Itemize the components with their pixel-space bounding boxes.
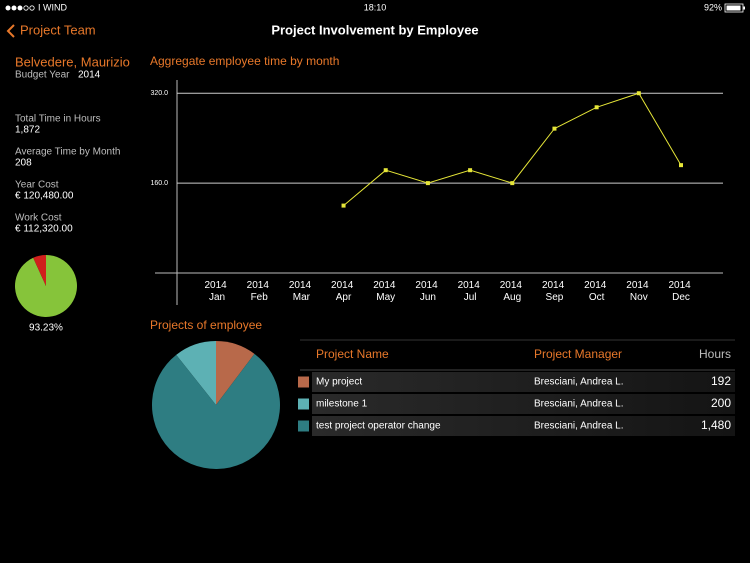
point [636, 91, 641, 96]
column-header: Hours [699, 347, 731, 361]
project-manager: Bresciani, Andrea L. [534, 377, 624, 388]
y-tick-label: 320.0 [150, 90, 168, 97]
x-tick-label: 2014 Oct [584, 280, 609, 303]
pie-slice [176, 341, 216, 405]
stat-value: € 112,320.00 [15, 224, 73, 235]
project-manager: Bresciani, Andrea L. [534, 421, 624, 432]
point [468, 168, 473, 173]
signal-dots [5, 5, 35, 11]
pie-slice [216, 341, 255, 405]
x-tick-label: 2014 Feb [247, 280, 272, 303]
pie-slice [151, 353, 280, 469]
carrier: I WIND [38, 2, 67, 12]
column-header: Project Name [316, 347, 389, 361]
budget-year-label: Budget Year [15, 70, 70, 81]
x-tick-label: 2014 Jul [458, 280, 483, 303]
clock: 18:10 [364, 2, 387, 12]
stat-label: Year Cost [15, 180, 59, 191]
stat-label: Average Time by Month [15, 147, 120, 158]
point [552, 126, 557, 131]
point [594, 105, 599, 110]
pie-label: 93.23% [29, 323, 63, 334]
project-name: milestone 1 [316, 399, 368, 410]
x-tick-label: 2014 Dec [668, 280, 693, 303]
project-name: test project operator change [316, 421, 441, 432]
point [510, 181, 515, 186]
point [341, 203, 346, 208]
row-swatch [298, 420, 309, 432]
employee-name: Belvedere, Maurizio [15, 54, 130, 69]
battery-percent: 92% [704, 2, 722, 12]
x-tick-label: 2014 Jun [415, 280, 440, 303]
hours: 1,480 [701, 418, 731, 432]
point [679, 163, 683, 168]
column-header: Project Manager [534, 347, 622, 361]
x-tick-label: 2014 Jan [204, 280, 229, 303]
row-background [312, 416, 735, 436]
x-tick-label: 2014 Nov [626, 280, 651, 303]
chart-title: Aggregate employee time by month [150, 54, 339, 68]
nav-title: Project Involvement by Employee [271, 22, 478, 37]
stat-label: Total Time in Hours [15, 114, 101, 125]
x-tick-label: 2014 Aug [500, 280, 525, 303]
x-tick-label: 2014 Sep [542, 280, 567, 303]
budget-year: 2014 [78, 70, 101, 81]
stat-label: Work Cost [15, 213, 62, 224]
stat-value: € 120,480.00 [15, 191, 74, 202]
row-background [312, 394, 735, 414]
x-tick-label: 2014 Apr [331, 280, 356, 303]
hours: 200 [711, 396, 731, 410]
project-name: My project [316, 377, 362, 388]
row-swatch [298, 376, 309, 388]
row-swatch [298, 398, 309, 410]
pie-slice [33, 255, 46, 286]
back-arrow[interactable] [6, 24, 15, 38]
project-manager: Bresciani, Andrea L. [534, 399, 624, 410]
back-button[interactable]: Project Team [20, 22, 96, 37]
stat-value: 208 [15, 158, 32, 169]
x-tick-label: 2014 May [373, 280, 398, 303]
battery-icon [724, 3, 745, 13]
pie-slice [14, 255, 77, 317]
y-tick-label: 160.0 [150, 180, 168, 187]
point [425, 181, 430, 186]
stat-value: 1,872 [15, 125, 40, 136]
section-title: Projects of employee [150, 318, 262, 332]
hours: 192 [711, 374, 731, 388]
x-tick-label: 2014 Mar [289, 280, 314, 303]
row-background [312, 372, 735, 392]
point [383, 168, 388, 173]
